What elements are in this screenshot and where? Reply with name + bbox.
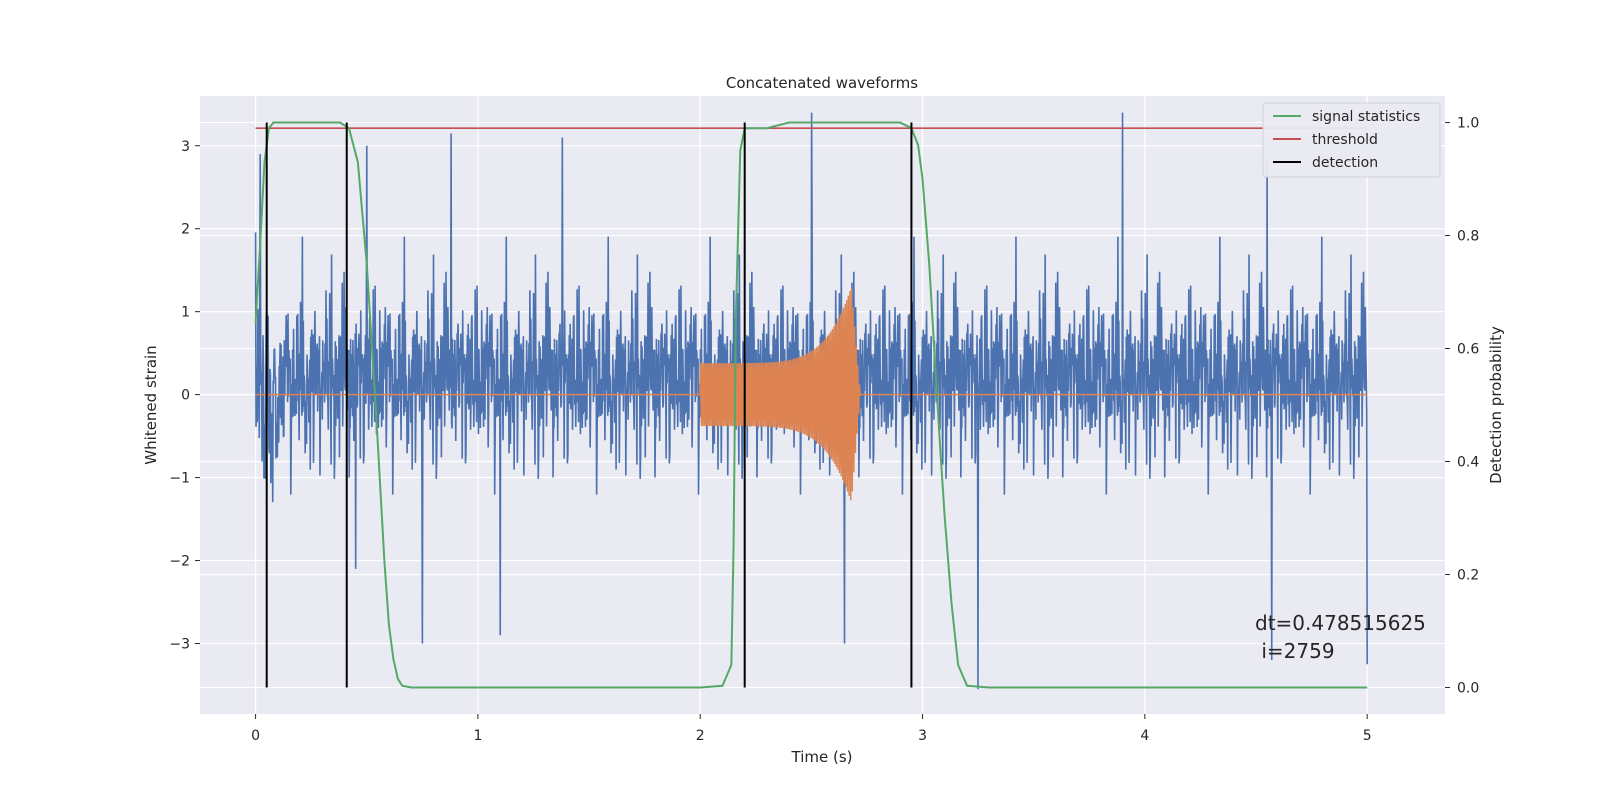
x-tick-label: 5 — [1363, 728, 1372, 744]
annotation-dt: dt=0.478515625 — [1255, 611, 1426, 635]
legend-label-detection: detection — [1312, 155, 1378, 171]
x-tick-label: 3 — [918, 728, 927, 744]
y-tick-label-right: 1.0 — [1457, 116, 1479, 132]
x-tick-label: 0 — [251, 728, 260, 744]
x-axis-label: Time (s) — [791, 748, 853, 766]
x-tick-label: 1 — [473, 728, 482, 744]
y-tick-label-left: 0 — [181, 388, 190, 404]
series-signal-statistics — [254, 121, 1368, 689]
y-tick-label-right: 0.8 — [1457, 229, 1479, 245]
legend: signal statistics threshold detection — [1262, 102, 1441, 178]
y-tick-label-right: 0.0 — [1457, 680, 1479, 696]
legend-label-threshold: threshold — [1312, 132, 1378, 148]
series-injection — [255, 288, 1368, 501]
y-tick-label-left: 3 — [181, 139, 190, 155]
chart-title: Concatenated waveforms — [726, 74, 918, 92]
y-tick-label-left: −2 — [169, 554, 190, 570]
y-tick-label-left: 2 — [181, 222, 190, 238]
annotation-i: i=2759 — [1255, 639, 1335, 663]
y-axis-label-left: Whitened strain — [142, 345, 160, 464]
y-axis-label-right: Detection probability — [1487, 326, 1505, 484]
y-tick-label-left: 1 — [181, 305, 190, 321]
ticks: 0 1 2 3 4 5 −3 −2 −1 0 1 2 3 0.0 0.2 0.4 0.6 0.8 1.0 — [169, 116, 1479, 744]
series-layer — [254, 112, 1368, 690]
y-tick-label-left: −1 — [169, 471, 190, 487]
x-tick-label: 4 — [1140, 728, 1149, 744]
y-tick-label-right: 0.6 — [1457, 342, 1479, 358]
series-whitened-strain — [254, 112, 1368, 690]
y-tick-label-right: 0.2 — [1457, 567, 1479, 583]
y-tick-label-left: −3 — [169, 636, 190, 652]
y-tick-label-right: 0.4 — [1457, 454, 1479, 470]
legend-box — [1262, 102, 1441, 178]
x-tick-label: 2 — [696, 728, 705, 744]
legend-label-signal-statistics: signal statistics — [1312, 109, 1420, 125]
